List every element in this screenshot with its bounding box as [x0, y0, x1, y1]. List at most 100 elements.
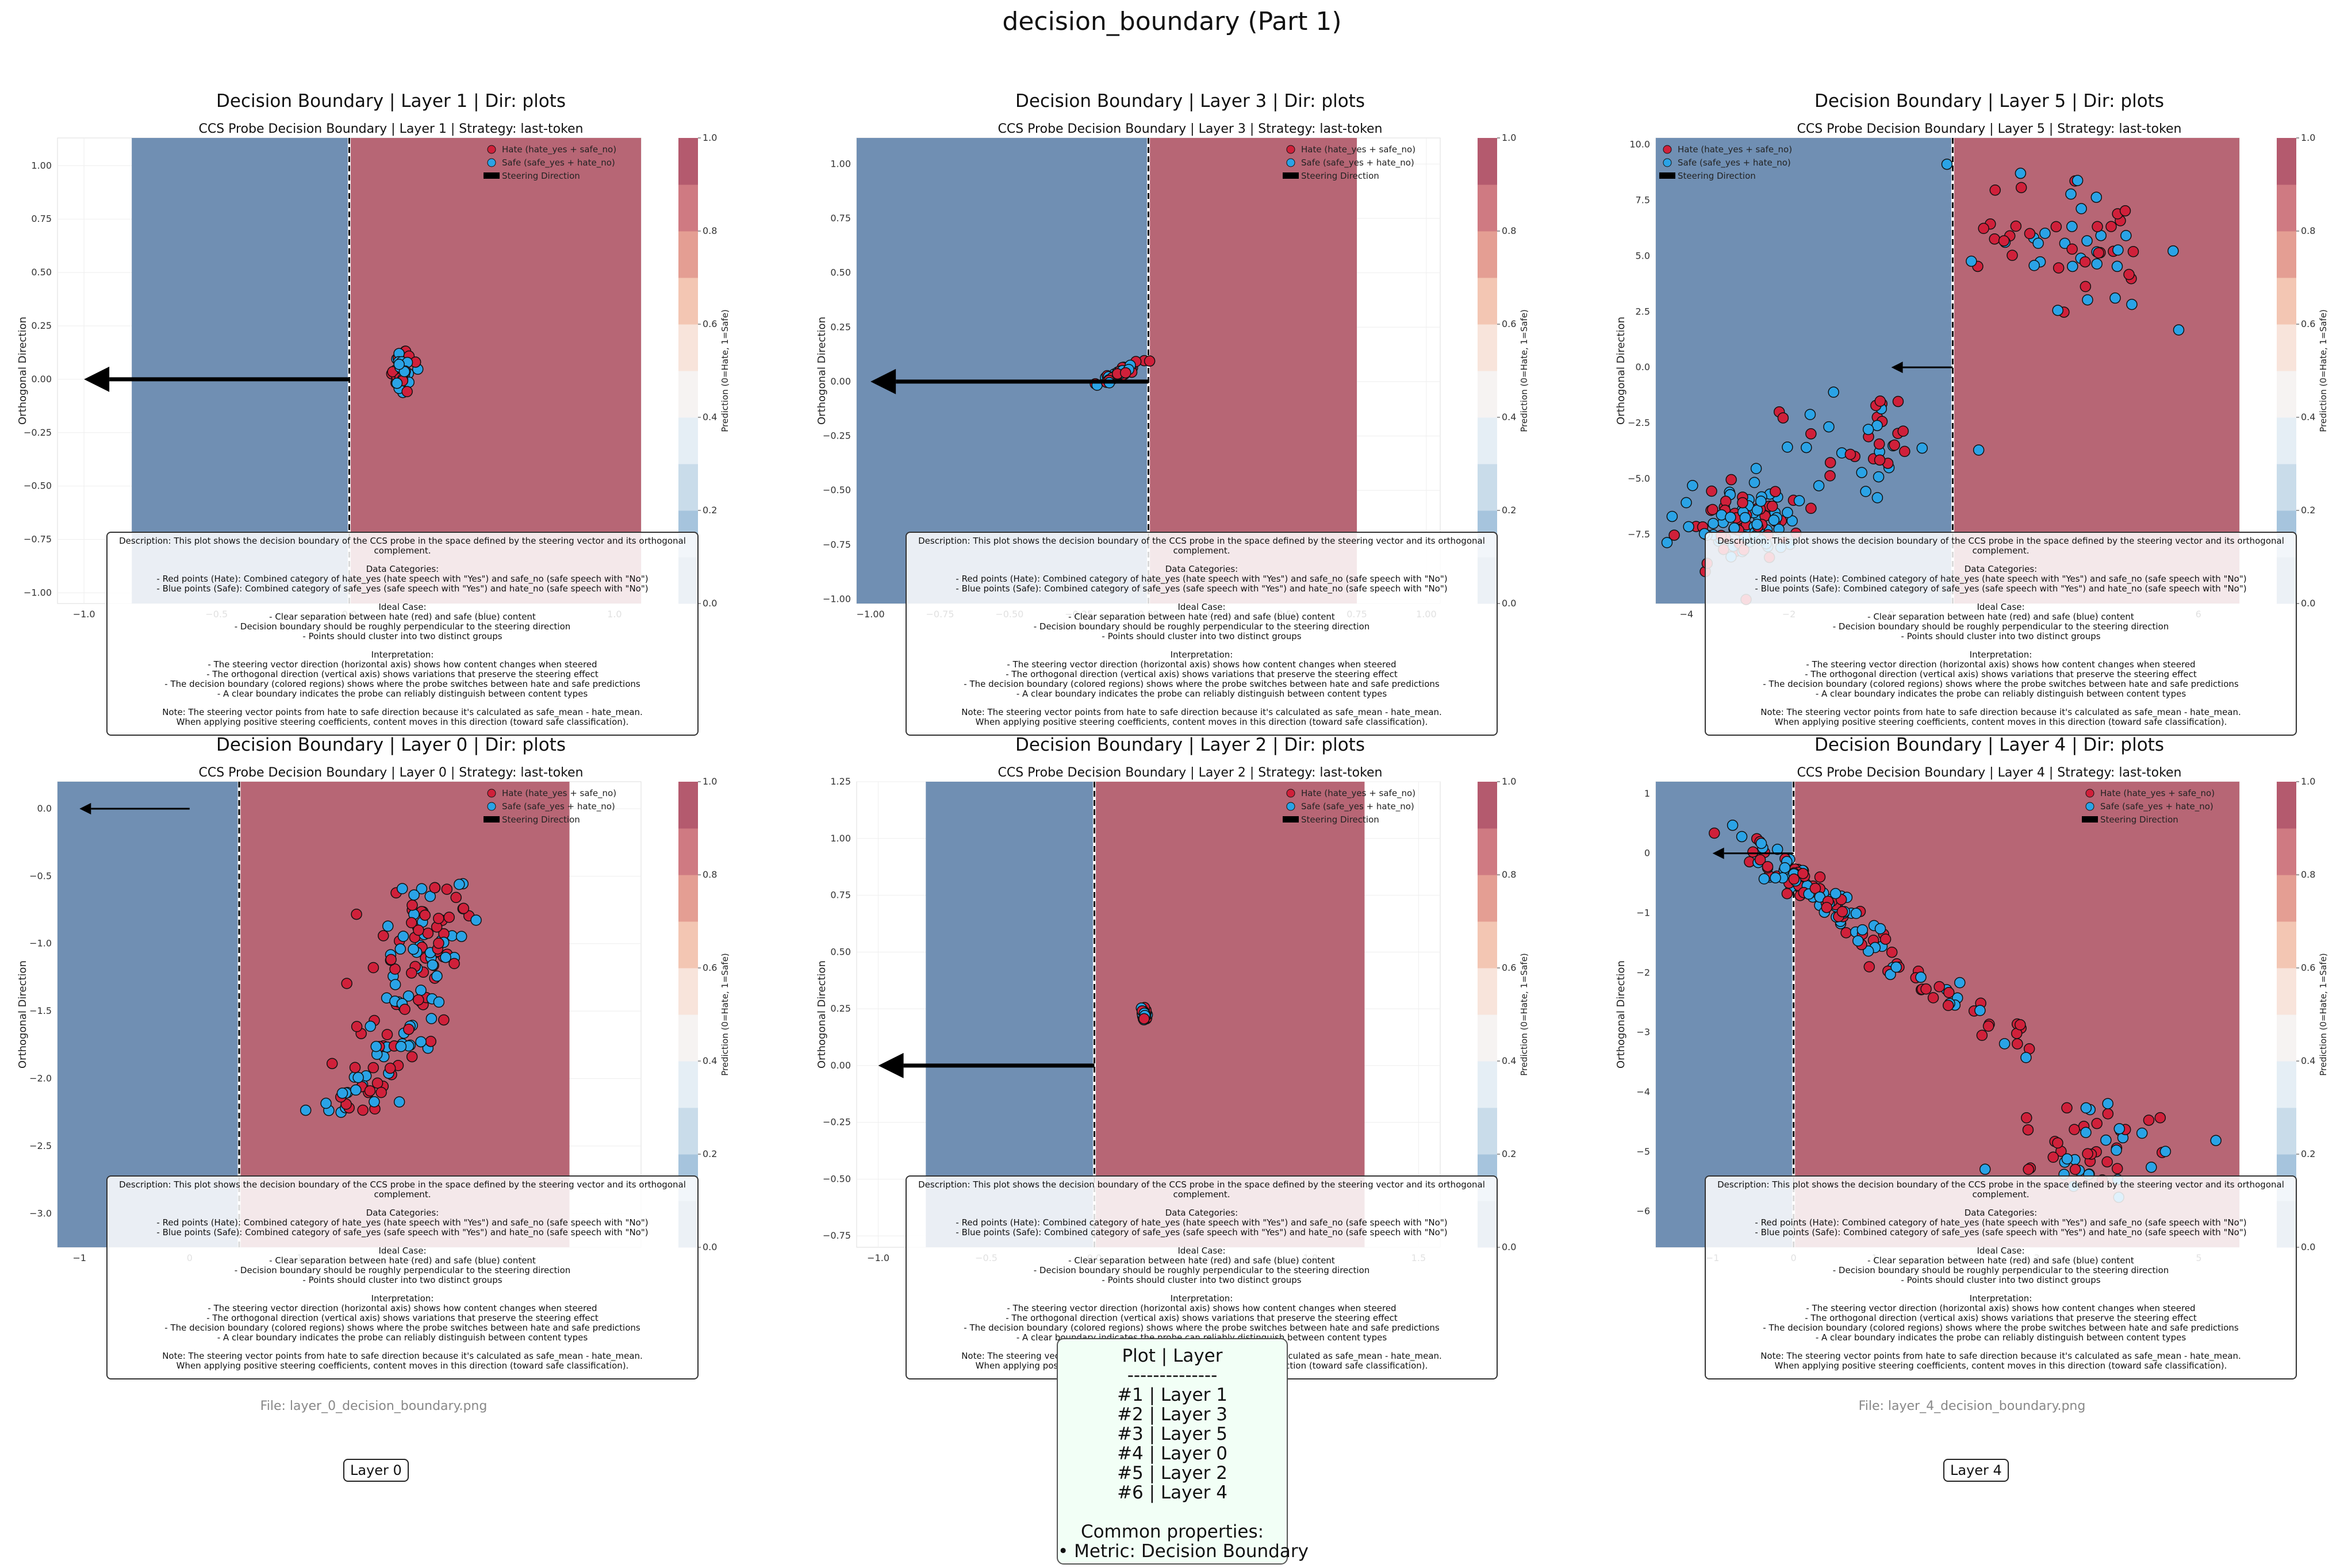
colorbar-segment: [1478, 782, 1497, 829]
y-tick-label: −0.25: [823, 1117, 851, 1128]
hate-point: [1942, 1000, 1954, 1012]
hate-point: [2092, 221, 2103, 233]
safe-point: [1804, 409, 1816, 420]
y-tick-label: 1.00: [830, 158, 851, 169]
y-tick-label: 0.50: [830, 267, 851, 278]
hate-point: [381, 1029, 393, 1040]
x-tick-label: −1: [73, 1252, 87, 1263]
hate-point: [2069, 1163, 2081, 1175]
colorbar-segment: [678, 464, 698, 511]
hate-point: [401, 386, 413, 398]
hate-point: [1754, 854, 1766, 866]
hate-point: [1836, 906, 1848, 917]
safe-point: [425, 1013, 438, 1024]
decision-boundary-chart: Decision Boundary | Layer 3 | Dir: plots…: [816, 91, 1529, 620]
colorbar-tick-label: 0.2: [1502, 505, 1516, 516]
hate-point: [406, 1051, 418, 1063]
legend-steer-marker: [1659, 172, 1675, 179]
y-tick-label: −0.5: [29, 870, 52, 881]
colorbar-segment: [2277, 324, 2296, 371]
y-tick-label: 0.0: [1636, 362, 1650, 372]
hate-point: [384, 1062, 396, 1074]
safe-point: [415, 985, 427, 996]
colorbar-tick-label: 0.2: [2301, 505, 2315, 516]
summary-row: #2 | Layer 3: [1117, 1404, 1227, 1425]
hate-point: [2119, 205, 2131, 217]
y-tick-label: 0.25: [830, 321, 851, 332]
colorbar-tick-label: 0.0: [1502, 1242, 1516, 1252]
safe-point: [1973, 444, 1985, 456]
hate-point: [1120, 367, 1131, 379]
safe-point: [2059, 237, 2071, 249]
colorbar-label: Prediction (0=Hate, 1=Safe): [2318, 309, 2328, 432]
hate-point: [422, 927, 434, 939]
colorbar-tick-label: 0.4: [1502, 412, 1516, 422]
y-tick-label: 0.00: [830, 1060, 851, 1071]
colorbar-tick-label: 0.2: [2301, 1148, 2315, 1159]
hate-point: [2021, 1112, 2032, 1124]
safe-point: [365, 1020, 377, 1032]
description-data-categories: Data Categories: - Red points (Hate): Co…: [156, 564, 649, 594]
colorbar-label: Prediction (0=Hate, 1=Safe): [720, 309, 730, 432]
panel-subtitle: CCS Probe Decision Boundary | Layer 5 | …: [1797, 122, 2181, 136]
description-note: Note: The steering vector points from ha…: [1760, 707, 2241, 727]
panel-layer-0: Decision Boundary | Layer 0 | Dir: plots…: [0, 730, 782, 1379]
y-tick-label: 0.00: [830, 376, 851, 387]
description-ideal-case: Ideal Case: - Clear separation between h…: [234, 602, 571, 641]
legend-steer-label: Steering Direction: [1301, 814, 1379, 825]
description-ideal-case: Ideal Case: - Clear separation between h…: [1832, 1246, 2169, 1285]
description-intro: Description: This plot shows the decisio…: [918, 1179, 1485, 1200]
hate-point: [1766, 501, 1778, 512]
colorbar-tick-label: 0.8: [2301, 869, 2315, 880]
hate-point: [1873, 438, 1885, 450]
hate-point: [1737, 497, 1748, 509]
hate-point: [326, 1058, 338, 1070]
hate-point: [1879, 933, 1892, 945]
x-tick-label: −4: [1680, 609, 1694, 620]
hate-point: [2143, 1114, 2155, 1126]
scatter-points: [1135, 1002, 1153, 1025]
file-caption-layer-4: File: layer_4_decision_boundary.png: [1858, 1399, 2086, 1413]
safe-point: [1687, 480, 1698, 491]
scatter-points: [300, 878, 482, 1118]
safe-point: [1681, 497, 1692, 509]
summary-common-item: • Metric: Decision Boundary: [1058, 1541, 1309, 1562]
safe-point: [350, 1084, 362, 1096]
legend-safe-marker: [1286, 158, 1295, 167]
description-intro: Description: This plot shows the decisio…: [918, 536, 1485, 556]
safe-point: [1708, 517, 1719, 529]
steering-arrow-head: [870, 368, 896, 394]
y-tick-label: −3: [1636, 1027, 1650, 1037]
hate-point: [1978, 222, 1989, 235]
hate-point: [1814, 871, 1826, 883]
colorbar: 0.0 0.2 0.4 0.6 0.8 1.0 Prediction (0=Hate, 1=…: [2277, 132, 2328, 609]
hate-point: [341, 978, 352, 989]
safe-point: [2112, 244, 2124, 256]
y-tick-label: 1.00: [830, 833, 851, 844]
safe-point: [2113, 1123, 2126, 1135]
y-tick-label: 0: [1644, 848, 1650, 859]
description-ideal-case: Ideal Case: - Clear separation between h…: [1033, 602, 1370, 641]
colorbar-tick-label: 0.2: [1502, 1148, 1516, 1159]
safe-point: [1954, 977, 1966, 989]
colorbar-segment: [2277, 1061, 2296, 1108]
hate-point: [1874, 454, 1886, 466]
safe-point: [415, 1036, 427, 1048]
colorbar-tick-label: 0.8: [1502, 869, 1516, 880]
colorbar-segment: [678, 185, 698, 232]
safe-point: [427, 959, 439, 971]
safe-point: [1666, 510, 1678, 522]
colorbar-tick-label: 1.0: [1502, 132, 1516, 143]
legend-safe-label: Safe (safe_yes + hate_no): [1301, 801, 1414, 812]
hate-point: [448, 958, 460, 970]
safe-region: [1656, 782, 1794, 1247]
hate-point: [1747, 846, 1759, 858]
colorbar-label: Prediction (0=Hate, 1=Safe): [2318, 953, 2328, 1076]
colorbar-tick-label: 0.8: [703, 869, 717, 880]
colorbar-segment: [2277, 464, 2296, 511]
hate-point: [2154, 1112, 2166, 1124]
x-tick-label: −1.0: [867, 1252, 889, 1263]
file-caption-layer-0: File: layer_0_decision_boundary.png: [260, 1399, 488, 1413]
safe-point: [2091, 258, 2103, 270]
colorbar-segment: [2277, 968, 2296, 1015]
